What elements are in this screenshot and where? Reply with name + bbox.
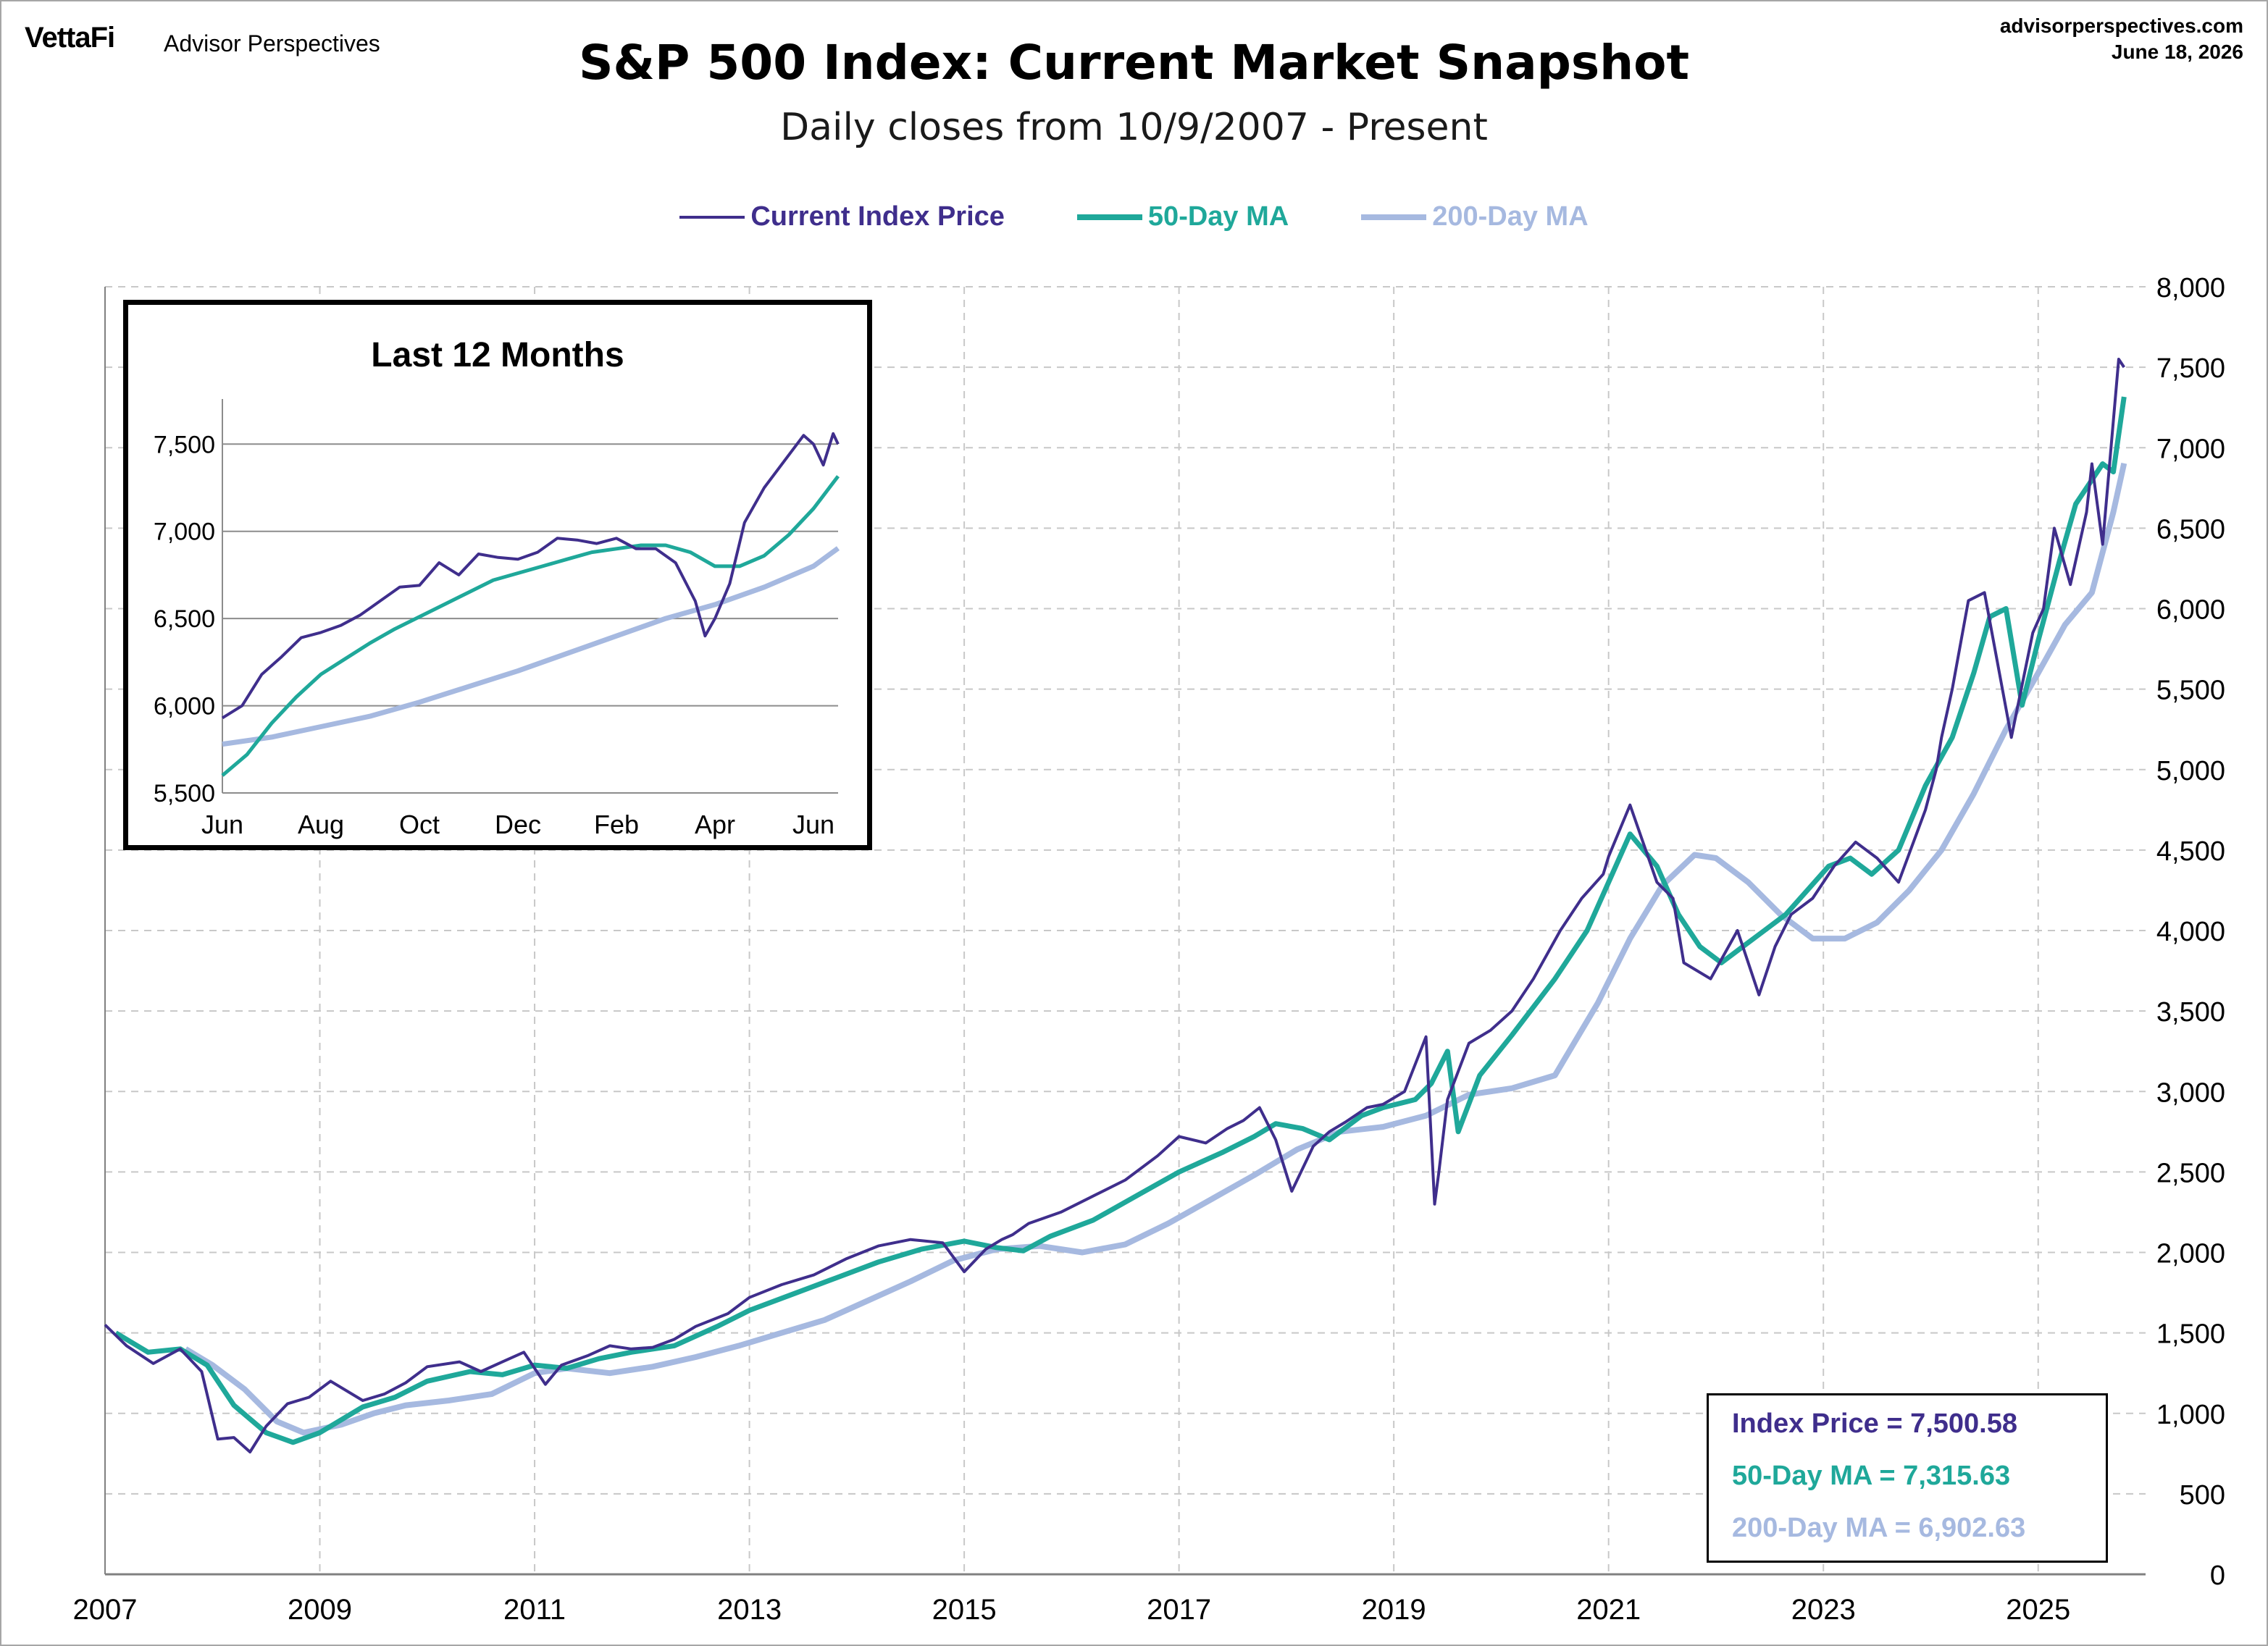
tagline: Advisor Perspectives (164, 30, 380, 56)
x-tick-label: 2025 (2006, 1594, 2070, 1626)
y-tick-label: 8,000 (2156, 273, 2225, 303)
x-tick-label: 2015 (932, 1594, 997, 1626)
legend-item-ma200: 200-Day MA (1361, 201, 1589, 232)
x-tick-label: 2013 (717, 1594, 782, 1626)
inset-x-tick-label: Dec (495, 810, 541, 839)
y-tick-label: 1,000 (2156, 1400, 2225, 1430)
y-tick-label: 5,500 (2156, 676, 2225, 706)
legend-label-ma50: 50-Day MA (1147, 201, 1289, 232)
legend-item-price: Current Index Price (679, 201, 1005, 232)
ma200-series-line (184, 462, 2127, 1436)
x-tick-label: 2019 (1362, 1594, 1426, 1626)
legend: Current Index Price 50-Day MA 200-Day MA (0, 201, 2268, 232)
y-tick-label: 2,500 (2156, 1158, 2225, 1188)
y-tick-label: 2,000 (2156, 1239, 2225, 1269)
inset-y-tick-label: 5,500 (154, 780, 215, 807)
inset-x-tick-label: Aug (298, 810, 344, 839)
legend-swatch-price (679, 215, 745, 219)
values-box: Index Price = 7,500.58 50-Day MA = 7,315… (1707, 1393, 2108, 1563)
legend-swatch-ma200 (1361, 214, 1427, 220)
x-tick-label: 2009 (288, 1594, 352, 1626)
legend-item-ma50: 50-Day MA (1076, 201, 1289, 232)
x-tick-label: 2021 (1576, 1594, 1641, 1626)
y-tick-label: 0 (2210, 1561, 2225, 1591)
y-tick-label: 4,000 (2156, 917, 2225, 947)
chart-title: S&P 500 Index: Current Market Snapshot (578, 35, 1690, 91)
inset-y-tick-label: 7,500 (154, 431, 215, 458)
y-tick-label: 5,000 (2156, 756, 2225, 786)
x-tick-label: 2017 (1147, 1594, 1211, 1626)
vettafi-logo: VettaFi (25, 22, 115, 54)
ma50-series-line (114, 396, 2127, 1445)
y-tick-label: 4,500 (2156, 836, 2225, 867)
inset-y-tick-label: 6,500 (154, 605, 215, 633)
inset-x-tick-label: Jun (201, 810, 243, 839)
ma50-value: 50-Day MA = 7,315.63 (1732, 1461, 2011, 1491)
x-tick-label: 2023 (1791, 1594, 1856, 1626)
y-tick-label: 7,500 (2156, 353, 2225, 384)
inset-x-tick-label: Oct (399, 810, 440, 839)
y-tick-label: 7,000 (2156, 434, 2225, 464)
legend-label-price: Current Index Price (750, 201, 1005, 232)
inset-panel: 5,500 6,000 6,500 7,000 7,500 Jun Aug Oct Dec Feb… (123, 300, 872, 850)
inset-price-series-line (221, 432, 840, 720)
price-series-line (104, 358, 2125, 1454)
y-tick-label: 3,500 (2156, 997, 2225, 1028)
inset-x-tick-label: Apr (695, 810, 735, 839)
index-price-value: Index Price = 7,500.58 (1732, 1408, 2017, 1439)
inset-ma50-series-line (221, 475, 840, 777)
chart-subtitle: Daily closes from 10/9/2007 - Present (780, 106, 1488, 149)
inset-y-tick-label: 6,000 (154, 693, 215, 721)
y-tick-label: 6,000 (2156, 595, 2225, 626)
x-tick-label: 2007 (73, 1594, 138, 1626)
legend-swatch-ma50 (1076, 214, 1142, 220)
ma200-value: 200-Day MA = 6,902.63 (1732, 1513, 2026, 1543)
y-tick-label: 3,000 (2156, 1078, 2225, 1108)
legend-label-ma200: 200-Day MA (1432, 201, 1589, 232)
inset-y-tick-label: 7,000 (154, 518, 215, 546)
inset-x-tick-label: Feb (594, 810, 639, 839)
inset-ma200-series-line (222, 546, 840, 747)
inset-chart: 5,500 6,000 6,500 7,000 7,500 Jun Aug Oct Dec Feb… (154, 399, 840, 839)
inset-title: Last 12 Months (371, 336, 624, 374)
site-url: advisorperspectives.com (1999, 14, 2243, 37)
inset-x-tick-label: Jun (792, 810, 834, 839)
y-tick-label: 500 (2180, 1480, 2225, 1511)
y-tick-label: 6,500 (2156, 514, 2225, 545)
x-tick-label: 2011 (503, 1594, 566, 1626)
y-tick-label: 1,500 (2156, 1319, 2225, 1350)
chart-date: June 18, 2026 (2111, 41, 2243, 63)
